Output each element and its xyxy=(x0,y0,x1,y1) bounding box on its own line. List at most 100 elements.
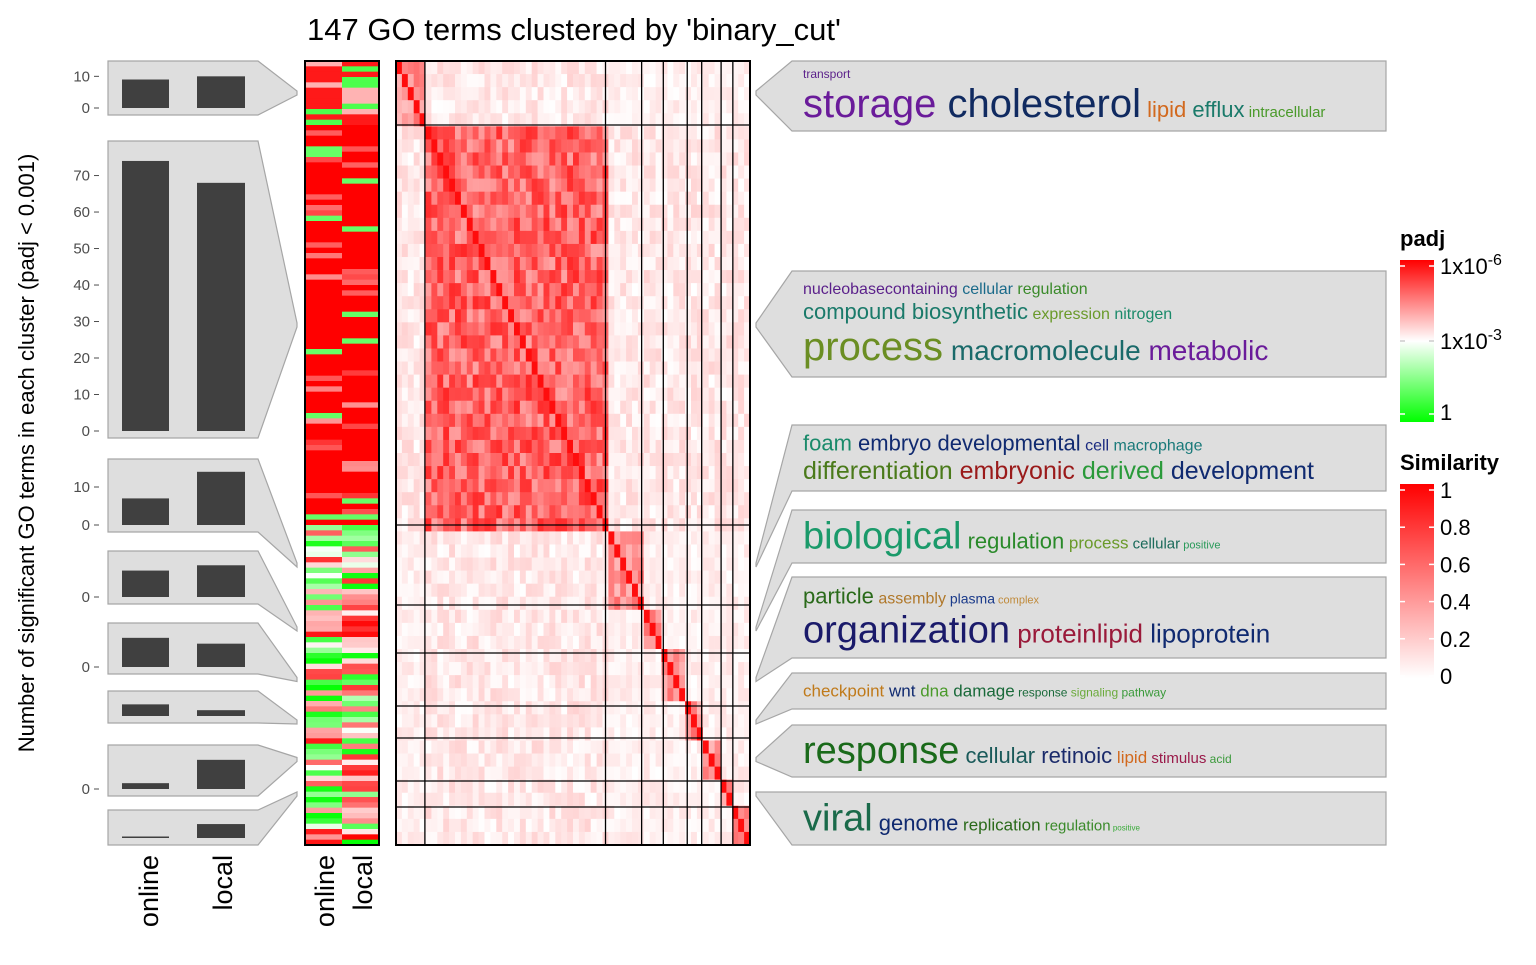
padj-cell xyxy=(305,615,342,622)
similarity-cell xyxy=(537,61,544,75)
similarity-cell xyxy=(466,152,473,166)
similarity-cell xyxy=(496,387,503,402)
padj-cell xyxy=(342,210,379,217)
similarity-cell xyxy=(519,570,527,584)
similarity-cell xyxy=(667,688,674,702)
similarity-cell xyxy=(490,492,497,506)
similarity-cell xyxy=(525,165,532,179)
similarity-cell xyxy=(460,779,468,794)
similarity-cell xyxy=(732,348,739,362)
similarity-cell xyxy=(714,387,721,402)
similarity-cell xyxy=(537,635,544,650)
similarity-cell xyxy=(667,387,674,402)
similarity-cell xyxy=(708,400,715,415)
similarity-cell xyxy=(714,296,721,310)
similarity-cell xyxy=(578,753,586,767)
similarity-cell xyxy=(691,492,698,506)
similarity-cell xyxy=(537,779,544,794)
similarity-cell xyxy=(555,400,562,415)
similarity-cell xyxy=(401,257,409,271)
similarity-cell xyxy=(608,243,615,258)
word-cloud-line: process macromolecule metabolic xyxy=(803,325,1268,369)
similarity-cell xyxy=(655,453,662,467)
similarity-cell xyxy=(584,296,591,310)
similarity-cell xyxy=(578,243,586,258)
similarity-cell xyxy=(484,126,491,140)
similarity-cell xyxy=(708,191,715,206)
padj-cell xyxy=(342,733,379,739)
similarity-cell xyxy=(484,413,491,428)
padj-cell xyxy=(305,514,342,521)
similarity-cell xyxy=(502,361,509,375)
similarity-cell xyxy=(466,740,473,754)
padj-cell xyxy=(342,194,379,201)
similarity-cell xyxy=(720,818,727,833)
padj-cell xyxy=(305,450,342,457)
padj-cell xyxy=(305,173,342,179)
similarity-cell xyxy=(449,544,456,558)
similarity-cell xyxy=(726,178,733,192)
similarity-cell xyxy=(514,492,521,506)
similarity-cell xyxy=(508,191,515,206)
similarity-cell xyxy=(531,243,538,258)
similarity-cell xyxy=(655,348,662,362)
similarity-cell xyxy=(632,740,639,754)
padj-cell xyxy=(305,381,342,387)
similarity-cell xyxy=(643,662,650,676)
similarity-cell xyxy=(726,492,733,506)
similarity-cell xyxy=(655,204,662,219)
similarity-cell xyxy=(543,204,550,219)
similarity-cell xyxy=(561,740,568,754)
padj-cell xyxy=(342,829,379,835)
similarity-tick-label: 0.6 xyxy=(1440,552,1471,577)
padj-cell xyxy=(305,279,342,286)
similarity-cell xyxy=(691,740,698,754)
similarity-cell xyxy=(661,400,668,415)
similarity-cell xyxy=(632,531,639,545)
similarity-cell xyxy=(567,139,574,153)
similarity-cell xyxy=(626,479,633,493)
similarity-cell xyxy=(732,583,739,598)
similarity-cell xyxy=(590,374,597,388)
similarity-cell xyxy=(449,453,456,467)
similarity-cell xyxy=(661,100,668,114)
similarity-cell xyxy=(696,675,704,689)
similarity-cell xyxy=(561,61,568,75)
similarity-cell xyxy=(460,270,468,284)
similarity-cell xyxy=(543,387,550,402)
similarity-cell xyxy=(531,87,538,101)
similarity-cell xyxy=(472,426,479,441)
similarity-cell xyxy=(561,727,568,741)
word-macromolecule: macromolecule xyxy=(943,335,1141,366)
similarity-cell xyxy=(466,701,473,715)
similarity-cell xyxy=(472,152,479,166)
similarity-cell xyxy=(590,413,597,428)
similarity-cell xyxy=(502,805,509,820)
similarity-cell xyxy=(437,831,444,846)
similarity-cell xyxy=(708,662,715,676)
similarity-cell xyxy=(732,753,739,767)
similarity-cell xyxy=(679,413,686,428)
similarity-cell xyxy=(455,544,462,558)
padj-cell xyxy=(305,791,342,798)
similarity-cell xyxy=(484,309,491,323)
similarity-cell xyxy=(590,818,597,833)
similarity-cell xyxy=(437,570,444,584)
similarity-cell xyxy=(702,662,709,676)
similarity-cell xyxy=(407,113,414,127)
similarity-cell xyxy=(437,257,444,271)
similarity-cell xyxy=(478,818,485,833)
padj-cell xyxy=(305,797,342,803)
similarity-cell xyxy=(726,753,733,767)
similarity-cell xyxy=(702,387,709,402)
similarity-cell xyxy=(708,113,715,127)
similarity-cell xyxy=(549,113,556,127)
similarity-cell xyxy=(626,413,633,428)
word-compound: compound xyxy=(803,299,906,324)
similarity-cell xyxy=(449,701,456,715)
similarity-cell xyxy=(460,714,468,728)
similarity-cell xyxy=(496,361,503,375)
similarity-cell xyxy=(555,649,562,663)
similarity-cell xyxy=(691,348,698,362)
similarity-cell xyxy=(490,531,497,545)
